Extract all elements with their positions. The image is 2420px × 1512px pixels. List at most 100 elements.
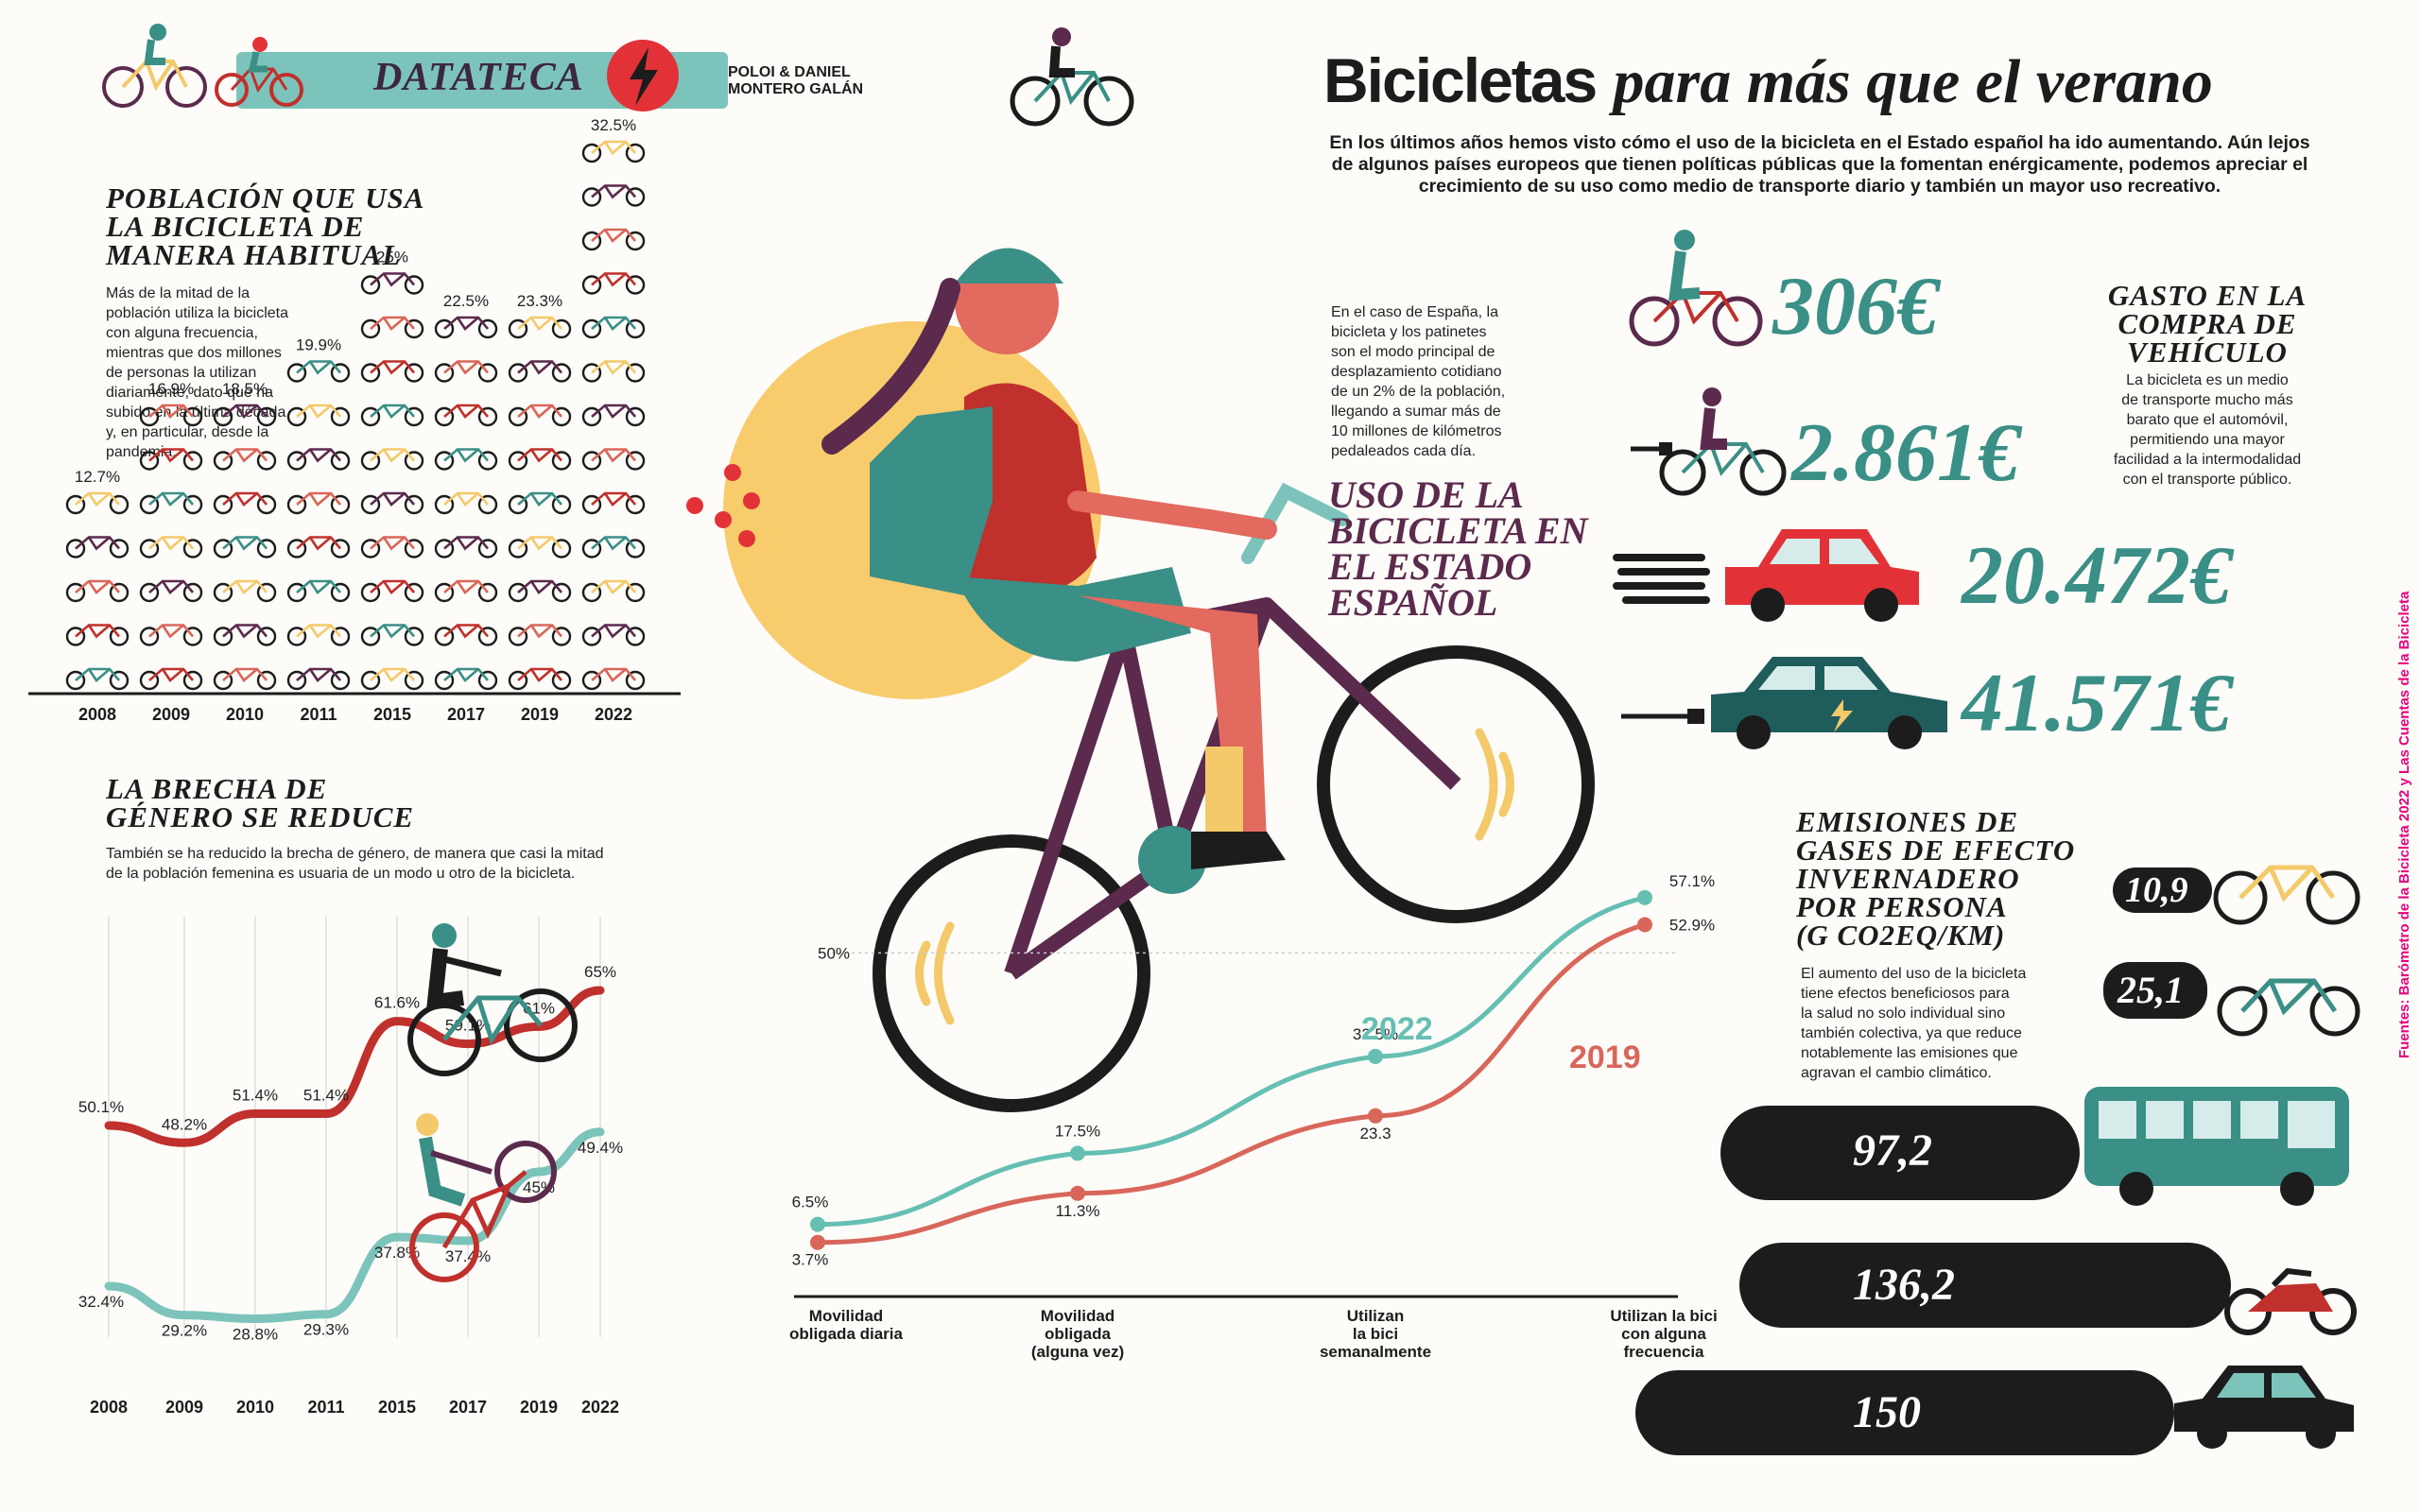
bicycle-icon bbox=[581, 536, 646, 558]
bike-frame bbox=[443, 316, 489, 331]
population-heading-line: POBLACIÓN QUE USA bbox=[106, 181, 425, 215]
bike-wheel bbox=[434, 582, 455, 603]
bike-wheel bbox=[330, 627, 351, 646]
bike-frame bbox=[148, 667, 194, 682]
bicycle-icon bbox=[286, 360, 351, 383]
data-label: 28.8% bbox=[233, 1326, 278, 1344]
bicycle-icon bbox=[508, 667, 572, 691]
bike-wheel bbox=[625, 582, 646, 603]
data-label: 37.8% bbox=[374, 1244, 420, 1262]
emissions-heading-line: POR PERSONA bbox=[1796, 890, 2008, 923]
data-label: 23.3 bbox=[1359, 1125, 1391, 1143]
bike-frame bbox=[517, 360, 562, 375]
x-tick-label: 2011 bbox=[307, 1398, 344, 1417]
bicycle-icon bbox=[508, 491, 572, 515]
data-label: 49.4% bbox=[578, 1139, 623, 1157]
cost-heading-line: VEHÍCULO bbox=[2127, 335, 2288, 369]
population-heading-line: MANERA HABITUAL bbox=[106, 238, 402, 271]
bike-wheel bbox=[404, 539, 424, 558]
bike-wheel bbox=[286, 451, 307, 471]
bike-wheel bbox=[182, 451, 203, 471]
bike-frame bbox=[443, 579, 489, 594]
bike-frame bbox=[75, 624, 120, 639]
bike-wheel bbox=[625, 275, 646, 295]
data-point bbox=[1637, 917, 1652, 933]
bike-wheel bbox=[581, 406, 602, 427]
gender-heading-line: LA BRECHA DE bbox=[106, 772, 328, 805]
spain-heading-line: ESPAÑOL bbox=[1328, 581, 1498, 624]
population-bike-chart: 12.7% 2008 16.9% 2009 18.5% 2010 19.9% 2011 25% 2… bbox=[28, 116, 681, 724]
bike-frame bbox=[296, 448, 341, 463]
data-label: 37.4% bbox=[445, 1247, 491, 1265]
emission-car: 150 bbox=[1853, 1387, 1921, 1437]
bike-frame bbox=[75, 536, 120, 551]
bike-wheel bbox=[182, 582, 203, 603]
bike-frame bbox=[443, 404, 489, 419]
data-label: 25% bbox=[376, 249, 408, 266]
population-body-line: pandemia. bbox=[106, 444, 177, 460]
bike-wheel bbox=[477, 363, 498, 383]
gender-heading: LA BRECHA DE GÉNERO SE REDUCE bbox=[106, 772, 415, 833]
spain-body-line: 10 millones de kilómetros bbox=[1331, 423, 1502, 439]
data-label: 32.5% bbox=[591, 116, 636, 134]
bike-wheel bbox=[508, 451, 528, 471]
spain-heading: USO DE LA BICICLETA EN EL ESTADO ESPAÑOL bbox=[1328, 476, 1588, 624]
cost-body-line: facilidad a la intermodalidad bbox=[2113, 452, 2302, 468]
bike-wheel bbox=[360, 494, 381, 515]
bike-wheel bbox=[330, 406, 351, 427]
bike-frame bbox=[591, 404, 636, 419]
series-line bbox=[104, 986, 605, 1147]
cost-body-line: de transporte mucho más bbox=[2121, 392, 2293, 408]
bike-wheel bbox=[286, 363, 307, 383]
electric-bicycle-icon bbox=[2217, 978, 2360, 1037]
bike-frame bbox=[222, 404, 268, 419]
bike-wheel bbox=[581, 143, 602, 163]
bike-wheel bbox=[109, 494, 130, 515]
population-body-line: diariamente, dato que ha bbox=[106, 385, 274, 401]
data-point bbox=[810, 1216, 825, 1232]
cyclist-icon bbox=[102, 24, 207, 108]
bike-wheel bbox=[404, 318, 424, 339]
bike-wheel bbox=[213, 406, 233, 427]
bike-wheel bbox=[286, 670, 307, 691]
bicycle-icon bbox=[434, 579, 498, 603]
bicycle-icon bbox=[286, 667, 351, 691]
data-label: 22.5% bbox=[443, 292, 489, 310]
bike-frame bbox=[591, 184, 636, 199]
bicycle-icon bbox=[2213, 865, 2360, 925]
bike-wheel bbox=[256, 582, 277, 603]
bike-wheel bbox=[109, 627, 130, 646]
bike-wheel bbox=[139, 582, 160, 603]
bike-wheel bbox=[286, 539, 307, 558]
bicycle-icon bbox=[360, 579, 424, 603]
x-tick-label: 2015 bbox=[378, 1398, 416, 1417]
spain-body: En el caso de España, la bicicleta y los… bbox=[1331, 302, 1548, 461]
bike-wheel bbox=[256, 670, 277, 691]
bicycle-icon bbox=[581, 360, 646, 383]
gender-heading-line: GÉNERO SE REDUCE bbox=[106, 800, 415, 833]
rear-wheel bbox=[873, 834, 1150, 1112]
population-heading: POBLACIÓN QUE USA LA BICICLETA DE MANERA… bbox=[106, 181, 425, 271]
bike-wheel bbox=[404, 363, 424, 383]
series-label: 2019 bbox=[1569, 1040, 1641, 1075]
emission-bicycle: 10,9 bbox=[2125, 870, 2188, 910]
bicycle-icon bbox=[213, 448, 277, 471]
bike-wheel bbox=[182, 494, 203, 515]
bicycle-icon bbox=[213, 404, 277, 427]
bike-frame bbox=[370, 491, 415, 507]
x-tick-label: 2008 bbox=[90, 1398, 128, 1417]
bicycle-icon bbox=[581, 579, 646, 603]
bike-wheel bbox=[477, 406, 498, 427]
bicycle-icon bbox=[434, 536, 498, 558]
data-label: 51.4% bbox=[303, 1087, 349, 1105]
bike-wheel bbox=[434, 494, 455, 515]
bicycle-icon bbox=[65, 536, 130, 558]
bike-frame bbox=[591, 448, 636, 463]
bike-frame bbox=[296, 667, 341, 682]
spain-body-line: de un 2% de la población, bbox=[1331, 384, 1506, 400]
bicycle-icon bbox=[581, 272, 646, 295]
bike-wheel bbox=[551, 582, 572, 603]
bicycle-icon bbox=[286, 536, 351, 558]
bicycle-icon bbox=[434, 360, 498, 383]
bike-wheel bbox=[404, 406, 424, 427]
